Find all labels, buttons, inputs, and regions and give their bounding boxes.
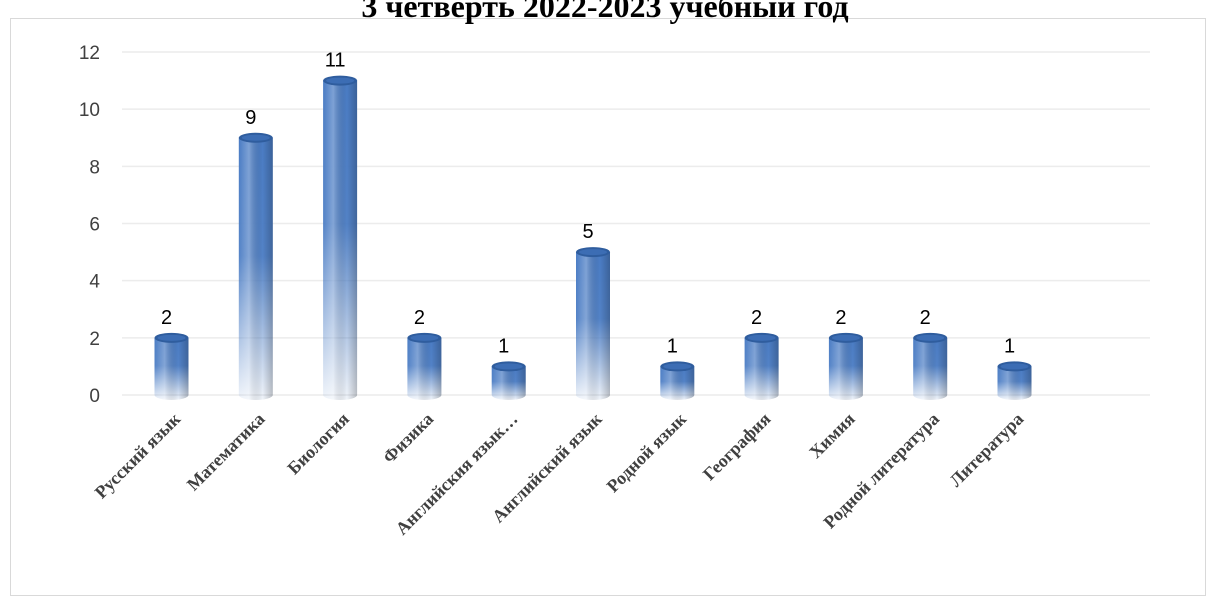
bar-shading (323, 80, 358, 400)
bar-shading (491, 366, 526, 400)
bar-top-inner (157, 334, 186, 341)
bar (828, 332, 863, 400)
data-label: 2 (751, 307, 762, 329)
data-labels: 2 9 11 2 1 5 1 2 2 2 1 (161, 50, 1015, 358)
x-tick-label: Биология (283, 409, 353, 479)
bar (997, 361, 1032, 400)
bar-shading (997, 366, 1032, 400)
bar (491, 361, 526, 400)
bar-top-inner (1000, 363, 1029, 370)
data-label: 2 (414, 307, 425, 329)
data-label: 2 (835, 307, 846, 329)
data-label: 11 (325, 50, 346, 72)
bar-shading (828, 337, 863, 400)
data-label: 2 (920, 307, 931, 329)
bar-shading (154, 337, 189, 400)
bar-top-inner (579, 249, 607, 256)
bar-top-inner (410, 334, 439, 341)
bar-top-inner (663, 363, 692, 370)
bar (407, 332, 442, 400)
x-tick-label: Литература (945, 409, 1027, 491)
bar (744, 332, 779, 400)
data-label: 9 (245, 107, 256, 129)
y-axis-ticks: 0 2 4 6 8 10 12 (79, 43, 101, 407)
bar (660, 361, 695, 400)
y-tick-label: 6 (89, 215, 100, 236)
x-tick-label: География (699, 409, 775, 485)
bar (913, 332, 948, 400)
bar (323, 75, 358, 400)
y-tick-label: 2 (89, 329, 100, 350)
data-label: 1 (1004, 335, 1015, 357)
bar-top-inner (494, 363, 523, 370)
bar-shading (238, 137, 273, 400)
bar (238, 132, 273, 400)
bar-shading (660, 366, 695, 400)
bar-top-inner (916, 334, 945, 341)
bar-shading (576, 252, 610, 400)
x-tick-label: Физика (379, 409, 437, 467)
y-tick-label: 8 (89, 157, 100, 178)
bar-shading (744, 337, 779, 400)
bar (154, 332, 189, 400)
data-label: 1 (667, 335, 678, 357)
x-tick-label: Химия (805, 409, 859, 463)
bars (154, 75, 1032, 400)
y-tick-label: 10 (79, 100, 100, 121)
x-tick-label: Математика (183, 409, 269, 495)
y-tick-label: 4 (89, 272, 100, 293)
y-tick-label: 12 (79, 43, 100, 64)
bar-top-inner (831, 334, 860, 341)
bar-top-inner (326, 77, 355, 84)
y-tick-label: 0 (89, 386, 100, 407)
data-label: 5 (582, 221, 593, 243)
bar (576, 247, 610, 400)
bar-top-inner (241, 134, 270, 141)
bar-top-inner (747, 334, 776, 341)
x-tick-label: Русский язык (91, 408, 185, 502)
bar-shading (913, 337, 948, 400)
gridlines (122, 51, 1150, 396)
bar-shading (407, 337, 442, 400)
data-label: 2 (161, 307, 172, 329)
chart-title: 3 четверть 2022-2023 учебный год (361, 0, 849, 24)
x-tick-label: Родной язык (603, 408, 691, 496)
data-label: 1 (498, 335, 509, 357)
